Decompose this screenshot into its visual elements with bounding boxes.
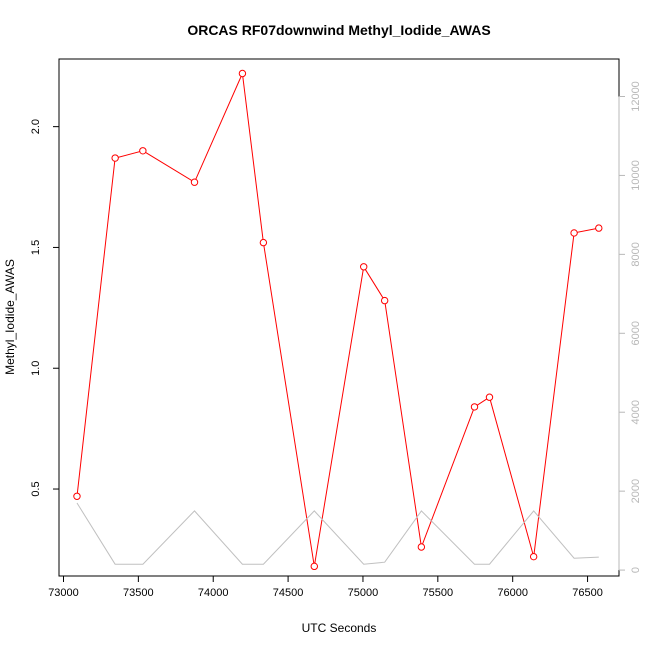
y2-tick-label-1: 2000 [630,479,642,503]
y-tick-label-3: 2.0 [30,119,42,134]
series-layer [73,69,603,571]
y-tick-label-1: 1.0 [30,361,42,376]
series-1-line [76,502,599,565]
y2-tick-label-6: 12000 [630,81,642,112]
series-0-point-9 [417,543,426,551]
y2-tick-label-4: 8000 [630,242,642,266]
x-tick-label-1: 73500 [123,587,154,599]
y2-tick-label-2: 4000 [630,400,642,424]
x-tick-label-5: 75500 [423,587,454,599]
series-0-point-2 [139,147,147,155]
y2-tick-label-5: 10000 [630,160,642,191]
plot-frame [58,58,620,577]
series-0-point-11 [485,393,494,401]
series-0-point-0 [73,492,81,500]
x-tick-label-4: 75000 [348,587,379,599]
y-axis-label: Methyl_Iodide_AWAS [3,259,17,375]
x-tick-label-7: 76500 [572,587,603,599]
series-0-point-12 [529,552,538,561]
chart-title: ORCAS RF07downwind Methyl_Iodide_AWAS [187,22,490,38]
x-tick-label-0: 73000 [48,587,79,599]
series-0-line [76,71,599,567]
series-0-point-6 [310,562,318,571]
series-0-point-3 [190,178,199,186]
y2-tick-label-3: 6000 [630,321,642,345]
series-0-point-4 [238,69,247,78]
series-0-point-1 [111,154,119,162]
x-tick-label-3: 74500 [273,587,304,599]
series-0-point-13 [570,229,578,237]
series-0-point-5 [259,238,268,247]
x-tick-label-2: 74000 [198,587,229,599]
x-axis-label: UTC Seconds [302,621,377,635]
y-tick-label-2: 1.5 [30,240,42,255]
x-axis: 73000 73500 74000 74500 75000 75500 76000 76500 [48,575,603,599]
x-tick-label-6: 76000 [497,587,528,599]
y2-tick-label-0: 0 [630,567,642,573]
series-0-point-8 [380,296,389,305]
series-0-point-7 [360,263,368,271]
series-0-point-10 [470,403,479,411]
y-tick-label-0: 0.5 [30,481,42,496]
series-0-point-14 [595,224,603,232]
y-axis-left: 0.5 1.0 1.5 2.0 [30,119,60,497]
y-axis-right: 0 2000 4000 6000 8000 10000 12000 [618,81,642,573]
